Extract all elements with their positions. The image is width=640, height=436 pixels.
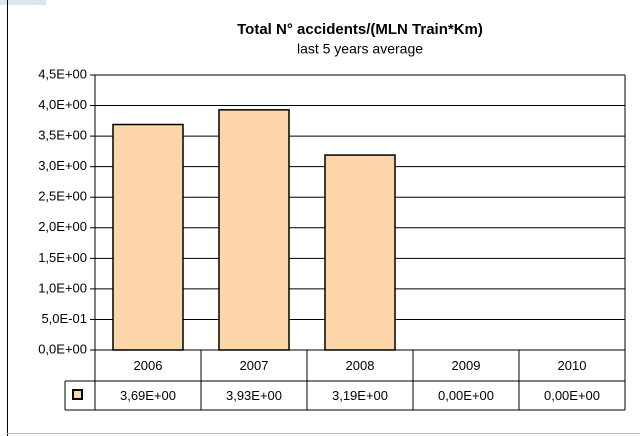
bar [324,154,396,351]
y-tick-label: 3,0E+00 [38,158,87,173]
y-tick-label: 1,5E+00 [38,250,87,265]
bar [112,123,184,351]
y-tick-label: 4,0E+00 [38,97,87,112]
legend-key [72,389,83,400]
value-label: 3,69E+00 [120,388,176,403]
x-tick-label: 2008 [346,358,375,373]
value-label: 0,00E+00 [544,388,600,403]
corner-tab [0,0,46,5]
value-label: 0,00E+00 [438,388,494,403]
x-tick-label: 2009 [452,358,481,373]
chart-subtitle: last 5 years average [297,41,423,57]
y-tick-label: 3,5E+00 [38,128,87,143]
y-tick-label: 0,0E+00 [38,341,87,356]
bar [218,109,290,351]
y-tick-label: 1,0E+00 [38,280,87,295]
x-tick-label: 2010 [558,358,587,373]
x-tick-label: 2007 [240,358,269,373]
x-tick-label: 2006 [134,358,163,373]
y-tick-label: 2,5E+00 [38,189,87,204]
value-label: 3,93E+00 [226,388,282,403]
y-tick-label: 5,0E-01 [41,311,87,326]
y-tick-label: 2,0E+00 [38,219,87,234]
value-label: 3,19E+00 [332,388,388,403]
y-tick-label: 4,5E+00 [38,66,87,81]
chart-title: Total N° accidents/(MLN Train*Km) [237,21,483,38]
